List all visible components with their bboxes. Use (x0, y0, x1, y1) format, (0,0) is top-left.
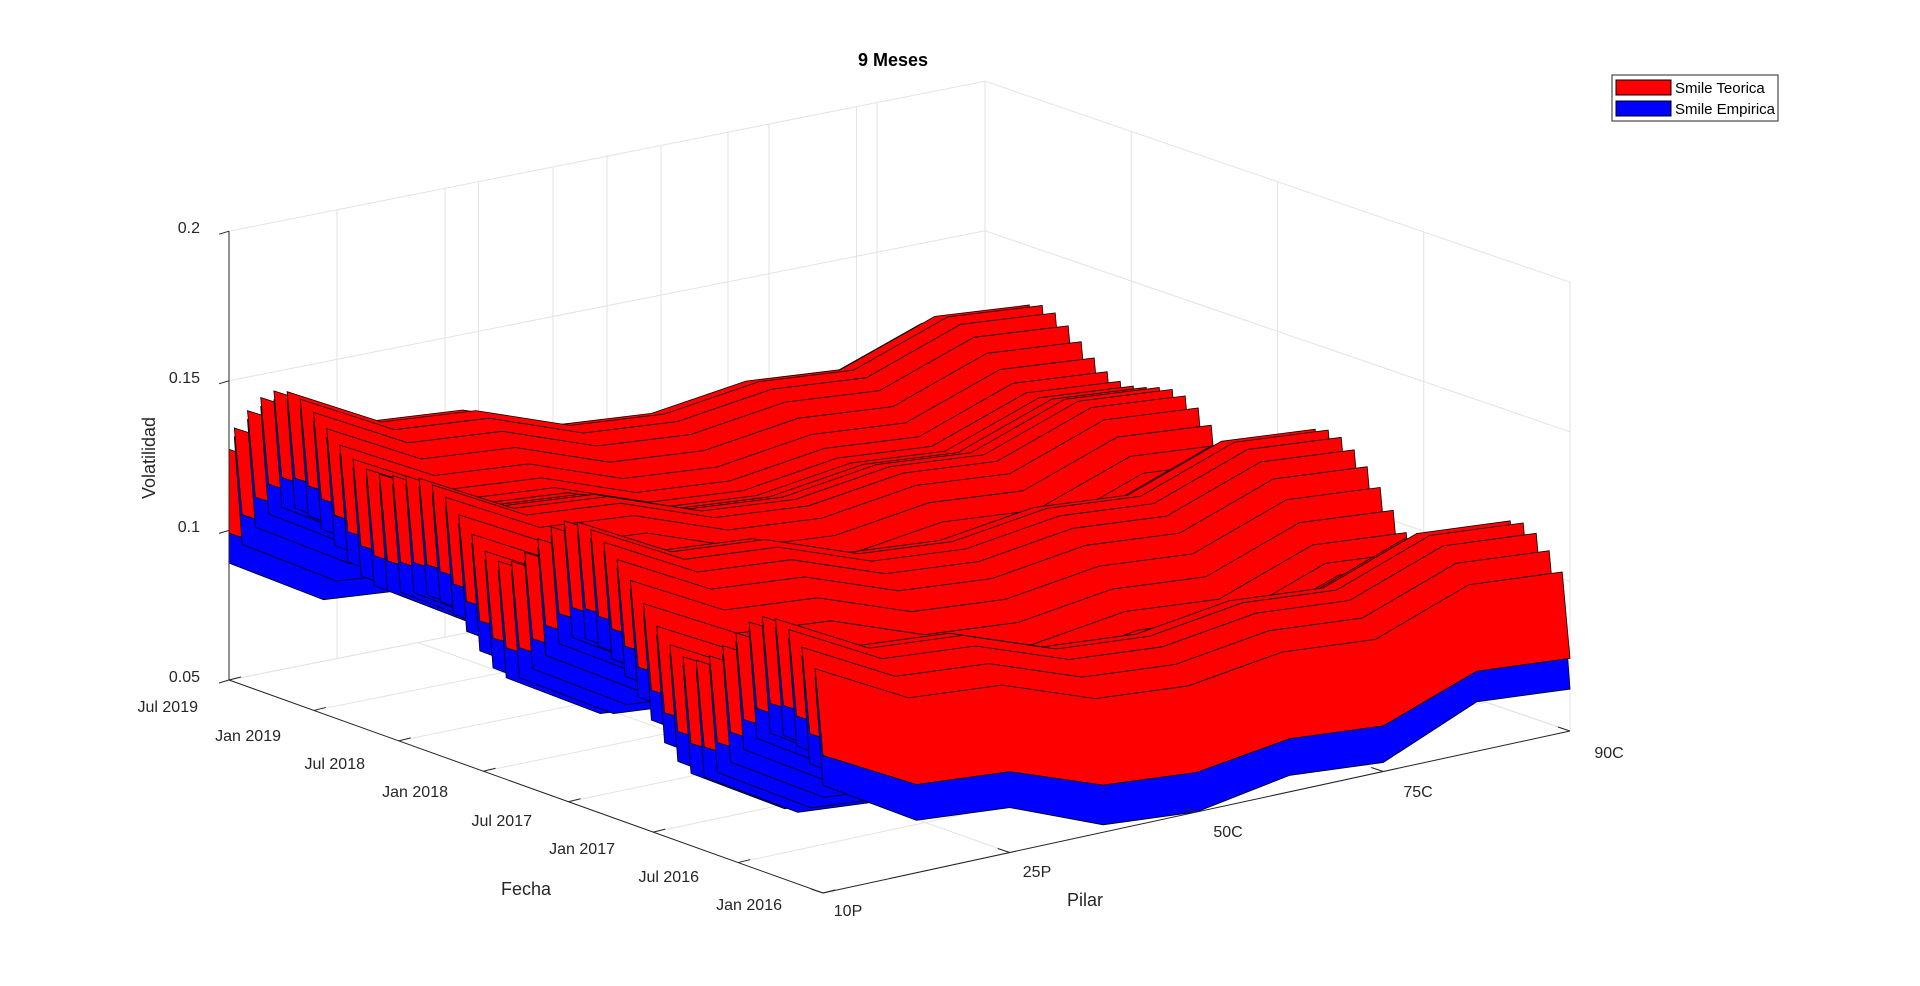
y-tick-label: Jul 2016 (639, 869, 700, 886)
x-tick-labels: 10P 25P 50C 75C 90C (834, 745, 1624, 920)
y-tick (653, 828, 666, 833)
x-tick (1184, 807, 1197, 813)
y-tick (398, 737, 411, 742)
y-tick (313, 706, 326, 711)
y-tick-label: Jul 2019 (138, 699, 199, 716)
axes (218, 230, 1571, 894)
y-tick-label: Jan 2017 (549, 841, 615, 858)
z-axis-label: Volatilidad (139, 417, 159, 499)
x-tick-label: 75C (1403, 784, 1432, 801)
legend-swatch-empirica (1615, 100, 1672, 117)
z-tick-label: 0.05 (169, 669, 200, 686)
legend-label-teorica: Smile Teorica (1675, 80, 1765, 97)
y-tick-label: Jan 2019 (215, 728, 281, 745)
z-tick-label: 0.15 (169, 370, 200, 387)
y-axis-label: Fecha (501, 879, 552, 899)
x-tick (810, 888, 824, 894)
x-tick (997, 848, 1010, 853)
y-tick (568, 798, 581, 803)
surface-teorica-strip (814, 571, 1571, 786)
legend-label-empirica: Smile Empirica (1675, 101, 1776, 118)
surfaces (228, 304, 1571, 826)
z-tick-labels: 0.05 0.1 0.15 0.2 (169, 220, 200, 686)
y-tick (228, 676, 242, 681)
chart-title: 9 Meses (858, 50, 928, 70)
legend[interactable]: Smile Teorica Smile Empirica (1611, 74, 1779, 122)
x-tick-label: 50C (1213, 824, 1242, 841)
z-tick (218, 529, 230, 534)
y-tick-label: Jul 2018 (305, 756, 366, 773)
y-tick (483, 767, 496, 772)
legend-swatch-teorica (1615, 79, 1672, 96)
x-tick-label: 25P (1023, 864, 1051, 881)
z-tick-label: 0.2 (178, 220, 200, 237)
x-tick-label: 10P (834, 903, 862, 920)
x-axis-label: Pilar (1067, 890, 1103, 910)
y-tick-label: Jan 2018 (382, 784, 448, 801)
x-tick-label: 90C (1594, 745, 1623, 762)
y-axis-line (228, 679, 824, 894)
z-tick (218, 679, 230, 684)
x-tick (1557, 726, 1571, 732)
y-tick-label: Jan 2016 (716, 897, 782, 914)
y-tick-labels: Jan 2016 Jul 2016 Jan 2017 Jul 2017 Jan … (138, 699, 783, 914)
y-tick (738, 859, 751, 864)
x-tick (1371, 767, 1384, 772)
z-tick (218, 230, 230, 235)
z-tick-label: 0.1 (178, 519, 200, 536)
z-tick (218, 380, 230, 385)
y-tick-label: Jul 2017 (472, 813, 533, 830)
